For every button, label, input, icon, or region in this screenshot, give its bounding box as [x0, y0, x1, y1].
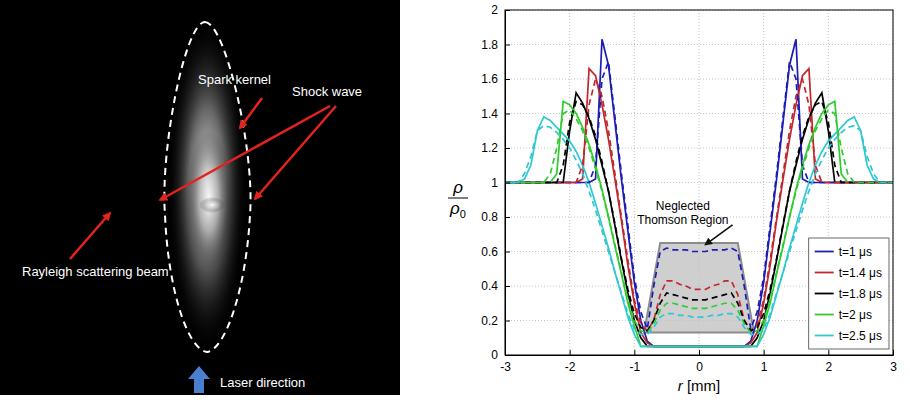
y-tick-label: 1.2 — [481, 141, 498, 155]
y-tick-mark — [505, 286, 510, 287]
x-tick: -1 — [629, 350, 640, 374]
y-grid-line — [505, 148, 893, 149]
annotation-region — [644, 243, 754, 333]
y-tick-mark — [505, 114, 510, 115]
x-tick-label: 3 — [890, 360, 897, 374]
y-tick-label: 0.8 — [481, 210, 498, 224]
x-tick-label: -3 — [500, 360, 511, 374]
legend-label: t=2.5 μs — [839, 329, 882, 343]
laser-arrow — [188, 366, 210, 393]
spark-hotspot — [199, 197, 225, 213]
figure: Spark kernel Shock wave Rayleigh scatterin… — [0, 0, 910, 400]
y-tick-label: 1.6 — [481, 72, 498, 86]
photo-label: Spark kernel — [198, 72, 271, 87]
y-tick-mark — [505, 79, 510, 80]
legend-swatch — [815, 335, 834, 337]
x-tick-label: 2 — [825, 360, 832, 374]
chart: -3 -2 -1 0 1 2 3 0 0.2 0.4 0.6 0.8 1 1.2 1.4 1.6 1.8 2 r [… — [448, 3, 897, 394]
y-tick-label: 0.2 — [481, 314, 498, 328]
x-tick: 0 — [696, 350, 703, 374]
y-grid-line — [505, 44, 893, 45]
red-arrow — [160, 106, 330, 200]
legend-swatch — [815, 314, 834, 316]
y-tick: 0.4 — [481, 279, 510, 293]
legend-label: t=1 μs — [839, 245, 872, 259]
x-tick-label: -1 — [629, 360, 640, 374]
y-axis-title-numerator: ρ — [452, 178, 463, 197]
x-tick: 1 — [761, 350, 768, 374]
y-tick-label: 0.4 — [481, 279, 498, 293]
legend-label: t=2 μs — [839, 308, 872, 322]
x-axis-title: r [mm] — [678, 377, 721, 394]
y-tick-label: 1.4 — [481, 107, 498, 121]
plot-frame — [505, 10, 893, 355]
y-tick-label: 1.8 — [481, 38, 498, 52]
x-tick: 3 — [890, 350, 897, 374]
legend-label: t=1.4 μs — [839, 266, 882, 280]
legend-box — [809, 238, 889, 349]
x-tick-label: 0 — [696, 360, 703, 374]
x-tick-mark — [634, 350, 635, 355]
photo: Spark kernel Shock wave Rayleigh scatterin… — [0, 0, 400, 395]
legend-swatch — [815, 272, 834, 274]
y-tick-label: 0 — [491, 348, 498, 362]
legend-swatch — [815, 251, 834, 253]
y-tick-mark — [505, 355, 510, 356]
y-tick: 0.8 — [481, 210, 510, 224]
y-tick-label: 0.6 — [481, 245, 498, 259]
y-tick: 1 — [491, 176, 510, 190]
legend: t=1 μs t=1.4 μs t=1.8 μs t=2 μs t=2.5 μs — [809, 238, 889, 349]
x-tick-mark — [570, 350, 571, 355]
x-axis: -3 -2 -1 0 1 2 3 — [500, 350, 897, 374]
y-tick: 0 — [491, 348, 510, 362]
y-tick-mark — [505, 252, 510, 253]
y-tick-mark — [505, 217, 510, 218]
red-arrow — [240, 98, 262, 128]
y-axis-title-denominator: ρ0 — [449, 199, 466, 220]
annotation-label: NeglectedThomson Region — [637, 199, 728, 227]
annotation-arrow — [705, 225, 732, 245]
y-tick: 1.6 — [481, 72, 510, 86]
photo-label: Rayleigh scattering beam — [22, 264, 169, 279]
y-tick-mark — [505, 45, 510, 46]
y-grid-line — [505, 79, 893, 80]
y-tick-mark — [505, 148, 510, 149]
y-tick: 0.6 — [481, 245, 510, 259]
x-tick-mark — [699, 350, 700, 355]
plot-background — [505, 10, 893, 355]
y-tick: 0.2 — [481, 314, 510, 328]
grid — [505, 10, 893, 355]
red-arrow — [70, 213, 110, 259]
y-tick-mark — [505, 321, 510, 322]
photo-label: Laser direction — [220, 375, 305, 390]
y-axis-line — [506, 11, 511, 356]
x-tick: 2 — [825, 350, 832, 374]
y-tick: 1.4 — [481, 107, 510, 121]
x-tick-mark — [893, 350, 894, 355]
x-axis-line — [506, 350, 894, 356]
spark-core — [187, 130, 231, 270]
y-tick: 1.8 — [481, 38, 510, 52]
y-tick-mark — [505, 10, 510, 11]
y-axis: 0 0.2 0.4 0.6 0.8 1 1.2 1.4 1.6 1.8 2 — [481, 3, 510, 362]
legend-swatch — [815, 293, 834, 295]
red-arrow — [255, 106, 336, 199]
photo-background — [0, 0, 400, 395]
y-tick: 2 — [491, 3, 510, 17]
y-tick-label: 1 — [491, 176, 498, 190]
x-tick-label: 1 — [761, 360, 768, 374]
x-tick-label: -2 — [565, 360, 576, 374]
y-tick: 1.2 — [481, 141, 510, 155]
y-tick-label: 2 — [491, 3, 498, 17]
x-tick-mark — [828, 350, 829, 355]
x-tick-mark — [764, 350, 765, 355]
y-tick-mark — [505, 183, 510, 184]
x-tick: -2 — [565, 350, 576, 374]
photo-label: Shock wave — [292, 84, 362, 99]
spark-glow — [167, 17, 247, 353]
legend-label: t=1.8 μs — [839, 287, 882, 301]
